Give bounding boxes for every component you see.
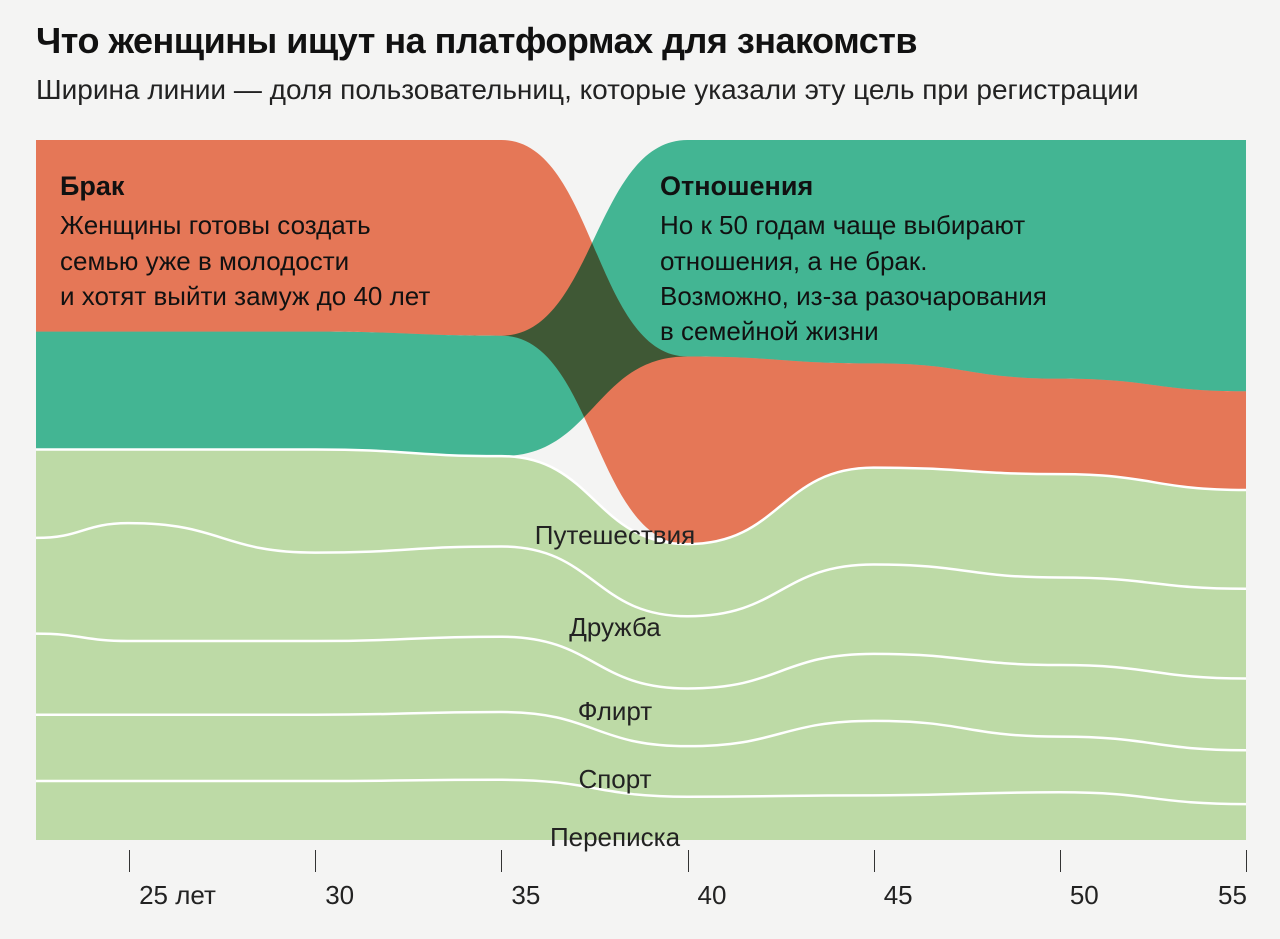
stream-label-sport: Спорт: [515, 764, 715, 795]
infographic-canvas: Что женщины ищут на платформах для знако…: [0, 0, 1280, 939]
stream-label-friendship: Дружба: [515, 612, 715, 643]
axis-tick: [501, 850, 502, 872]
axis-tick: [315, 850, 316, 872]
axis-tick: [1246, 850, 1247, 872]
axis-tick: [688, 850, 689, 872]
annotation-marriage-head: Брак: [60, 168, 430, 204]
axis-label: 50: [1070, 880, 1099, 911]
axis-label: 30: [325, 880, 354, 911]
axis-label: 45: [884, 880, 913, 911]
axis-tick: [129, 850, 130, 872]
axis-label: 25 лет: [139, 880, 216, 911]
axis-label: 55: [1218, 880, 1247, 911]
annotation-relationships-head: Отношения: [660, 168, 1047, 204]
annotation-marriage-body: Женщины готовы создатьсемью уже в молодо…: [60, 210, 430, 310]
streamgraph: [0, 0, 1280, 939]
stream-label-travel: Путешествия: [515, 520, 715, 551]
axis-label: 35: [511, 880, 540, 911]
annotation-marriage: Брак Женщины готовы создатьсемью уже в м…: [60, 168, 430, 314]
stream-label-chatting: Переписка: [515, 822, 715, 853]
annotation-relationships: Отношения Но к 50 годам чаще выбираютотн…: [660, 168, 1047, 349]
axis-tick: [874, 850, 875, 872]
annotation-relationships-body: Но к 50 годам чаще выбираютотношения, а …: [660, 210, 1047, 345]
stream-label-flirt: Флирт: [515, 696, 715, 727]
axis-tick: [1060, 850, 1061, 872]
axis-label: 40: [698, 880, 727, 911]
